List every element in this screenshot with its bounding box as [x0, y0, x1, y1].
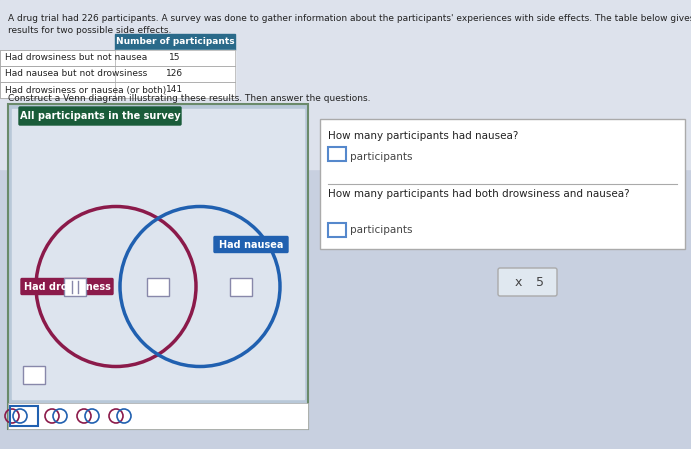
Bar: [0, 66, 115, 82]
Text: All participants in the survey: All participants in the survey: [19, 111, 180, 121]
Bar: [12, 109, 304, 399]
Text: Had drowsiness or nausea (or both): Had drowsiness or nausea (or both): [5, 85, 167, 94]
Bar: [0, 50, 115, 66]
Text: Number of participants: Number of participants: [115, 38, 234, 47]
Bar: [230, 277, 252, 295]
Bar: [147, 277, 169, 295]
Text: 15: 15: [169, 53, 181, 62]
Text: Had nausea but not drowsiness: Had nausea but not drowsiness: [5, 70, 147, 79]
Bar: [328, 223, 346, 237]
Text: participants: participants: [350, 225, 413, 235]
Text: Had nausea: Had nausea: [219, 239, 283, 250]
Bar: [23, 366, 45, 384]
FancyBboxPatch shape: [498, 268, 557, 296]
Bar: [0, 82, 115, 98]
Text: Had drowsiness but not nausea: Had drowsiness but not nausea: [5, 53, 147, 62]
Text: How many participants had both drowsiness and nausea?: How many participants had both drowsines…: [328, 189, 630, 199]
Text: Had drowsiness: Had drowsiness: [23, 282, 111, 291]
Text: results for two possible side effects.: results for two possible side effects.: [8, 26, 171, 35]
Text: How many participants had nausea?: How many participants had nausea?: [328, 131, 518, 141]
FancyBboxPatch shape: [214, 237, 288, 252]
Text: 5: 5: [536, 276, 544, 289]
Bar: [0, 0, 691, 169]
Bar: [115, 34, 235, 50]
Bar: [115, 50, 235, 66]
FancyBboxPatch shape: [21, 278, 113, 295]
Bar: [115, 66, 235, 82]
Text: A drug trial had 226 participants. A survey was done to gather information about: A drug trial had 226 participants. A sur…: [8, 14, 691, 23]
Bar: [64, 277, 86, 295]
Text: 126: 126: [167, 70, 184, 79]
Text: 141: 141: [167, 85, 184, 94]
Bar: [320, 119, 685, 249]
Bar: [115, 82, 235, 98]
Text: Construct a Venn diagram illustrating these results. Then answer the questions.: Construct a Venn diagram illustrating th…: [8, 94, 370, 103]
Text: x: x: [514, 276, 522, 289]
Bar: [8, 403, 308, 429]
FancyBboxPatch shape: [19, 107, 181, 125]
Bar: [328, 147, 346, 161]
Text: participants: participants: [350, 152, 413, 162]
Bar: [8, 104, 308, 429]
Bar: [10, 406, 38, 426]
